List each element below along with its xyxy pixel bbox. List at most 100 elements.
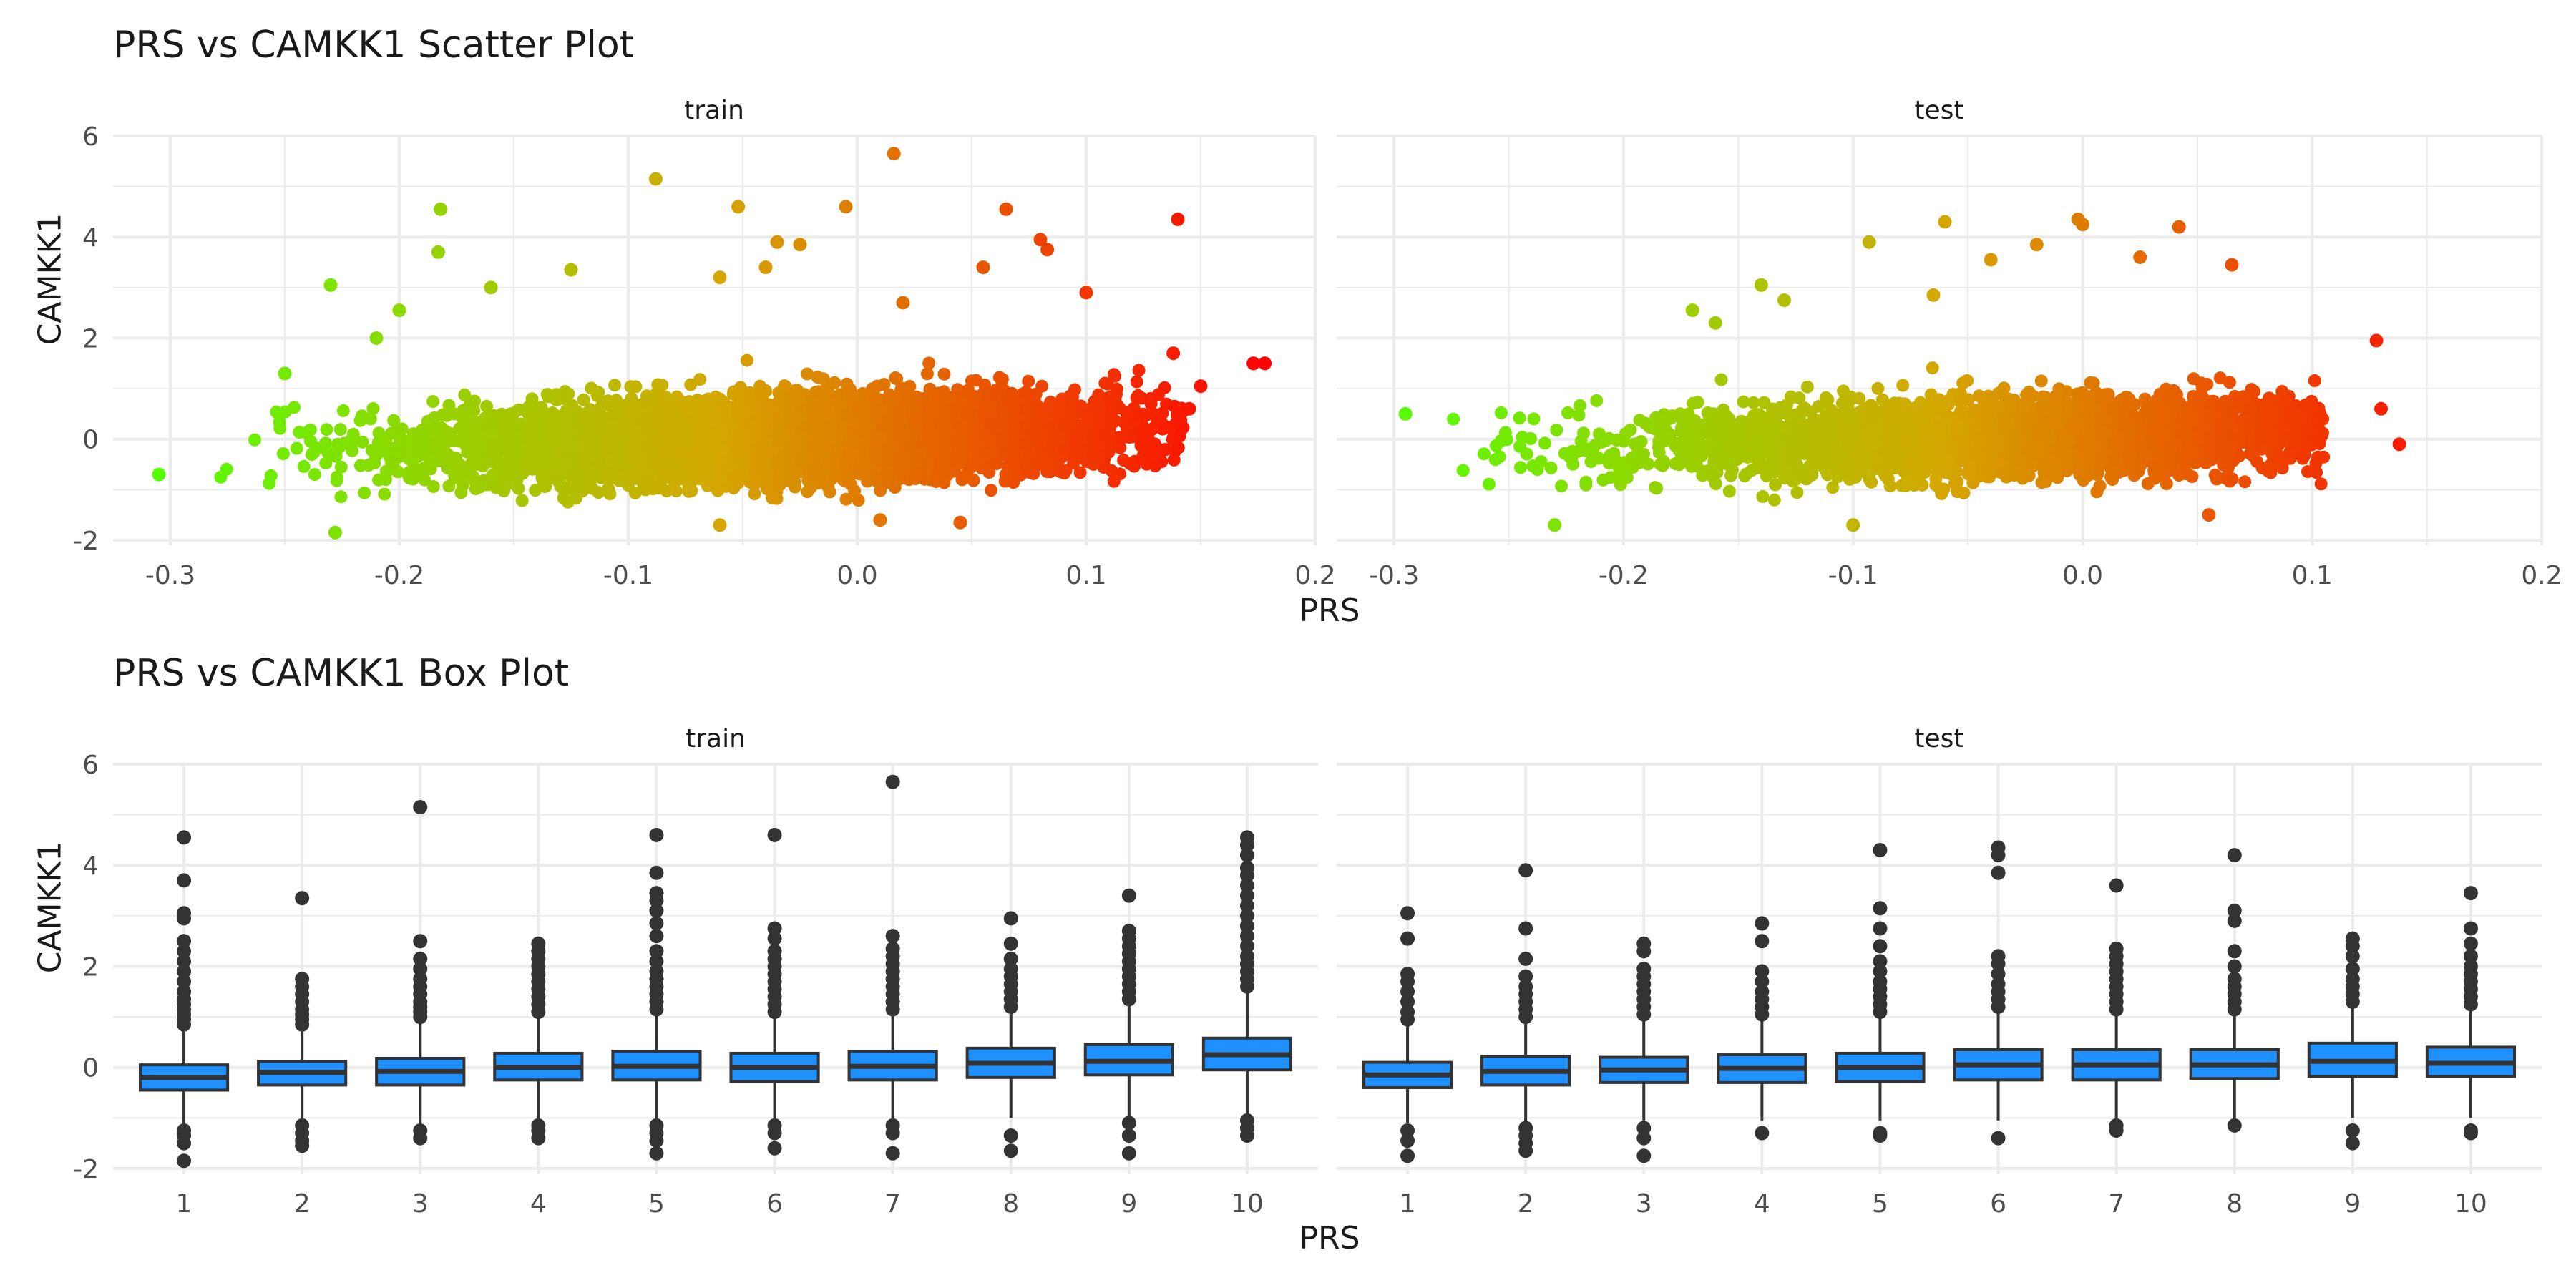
scatter-y-axis-label: CAMKK1 xyxy=(32,213,69,346)
x-tick-label: -0.2 xyxy=(374,561,424,590)
scatter-point xyxy=(817,476,831,489)
scatter-point xyxy=(308,468,321,481)
scatter-point xyxy=(1145,423,1158,436)
scatter-point xyxy=(366,402,380,415)
scatter-point xyxy=(1022,374,1035,388)
y-tick-label: 6 xyxy=(82,122,99,152)
scatter-point xyxy=(1088,394,1101,408)
scatter-point xyxy=(922,356,936,370)
scatter-point xyxy=(766,492,779,504)
y-tick-label: 2 xyxy=(82,324,99,353)
scatter-point xyxy=(628,486,642,499)
scatter-title: PRS vs CAMKK1 Scatter Plot xyxy=(113,24,634,67)
scatter-point xyxy=(290,441,303,455)
x-tick-label: -0.3 xyxy=(145,561,195,590)
scatter-point xyxy=(740,353,753,367)
scatter-point xyxy=(427,411,441,424)
scatter-point xyxy=(822,378,836,391)
scatter-point xyxy=(480,399,494,413)
scatter-point xyxy=(761,399,774,413)
scatter-point xyxy=(937,476,951,489)
scatter-point xyxy=(442,479,456,493)
scatter-point xyxy=(468,394,481,408)
x-tick-label: 0.0 xyxy=(836,561,877,590)
scatter-panels: train-0.3 -0.2 -0.1 0.0 0.1 0.2-20246test-0.3… xyxy=(73,96,2562,590)
scatter-point xyxy=(1073,466,1087,479)
scatter-point xyxy=(608,379,621,392)
scatter-point xyxy=(403,452,416,466)
y-tick-label: 0 xyxy=(82,426,99,455)
scatter-point xyxy=(1160,397,1173,411)
scatter-chart: PRS vs CAMKK1 Scatter Plot CAMKK1 PRS tr… xyxy=(32,24,2562,629)
scatter-point xyxy=(1171,441,1185,454)
scatter-point xyxy=(592,486,605,499)
x-tick-label: 0.1 xyxy=(1065,561,1106,590)
scatter-x-axis-label: PRS xyxy=(1299,592,1360,629)
scatter-point xyxy=(391,465,404,479)
scatter-point xyxy=(880,466,894,479)
scatter-point xyxy=(378,487,391,501)
scatter-point xyxy=(852,494,865,507)
scatter-point xyxy=(889,371,902,384)
scatter-point xyxy=(652,482,665,495)
scatter-point xyxy=(1058,467,1071,480)
scatter-point xyxy=(930,389,943,403)
y-tick-label: 4 xyxy=(82,223,99,253)
scatter-point xyxy=(426,395,440,409)
scatter-point xyxy=(985,484,998,497)
scatter-point xyxy=(603,487,617,501)
scatter-point xyxy=(801,485,814,499)
scatter-point xyxy=(1130,375,1143,389)
scatter-point xyxy=(1073,447,1086,460)
scatter-point xyxy=(1101,377,1114,391)
y-tick-label: -2 xyxy=(73,527,99,556)
scatter-point xyxy=(353,459,367,472)
scatter-point xyxy=(670,484,683,498)
scatter-point xyxy=(319,457,333,470)
scatter-point xyxy=(1119,406,1133,419)
scatter-point xyxy=(248,433,261,447)
scatter-point xyxy=(1105,464,1118,477)
scatter-point xyxy=(937,367,951,381)
scatter-point xyxy=(1040,462,1053,476)
scatter-point xyxy=(998,474,1012,488)
scatter-point xyxy=(319,436,332,450)
scatter-point xyxy=(334,490,348,504)
facet-label-train: train xyxy=(684,96,744,125)
scatter-point xyxy=(336,404,350,417)
scatter-point xyxy=(748,487,761,501)
scatter-point xyxy=(546,461,560,474)
scatter-point xyxy=(214,470,228,484)
x-tick-label: 0.2 xyxy=(1294,561,1335,590)
scatter-point-cloud xyxy=(214,353,1190,509)
scatter-point xyxy=(1068,383,1081,396)
scatter-point xyxy=(727,482,741,494)
scatter-point xyxy=(840,377,854,391)
scatter-point xyxy=(515,494,529,507)
scatter-point xyxy=(811,371,824,384)
scatter-point xyxy=(1130,391,1143,404)
scatter-point xyxy=(512,403,525,416)
scatter-point xyxy=(293,426,306,439)
scatter-point xyxy=(527,401,540,414)
scatter-point xyxy=(839,492,853,506)
scatter-point xyxy=(264,469,278,482)
scatter-point xyxy=(697,465,711,479)
scatter-point xyxy=(441,454,454,468)
x-tick-label: -0.1 xyxy=(603,561,653,590)
scatter-panel-train: train -0.3 -0.2 -0.1 0.0 0.1 0.2 -2 0 2 4 6 xyxy=(73,96,1336,590)
scatter-point xyxy=(372,473,386,487)
scatter-point xyxy=(1148,459,1162,473)
scatter-point xyxy=(458,388,472,401)
scatter-point xyxy=(1176,421,1190,434)
scatter-point xyxy=(442,399,456,412)
scatter-point xyxy=(426,480,440,493)
scatter-point xyxy=(297,459,311,473)
scatter-point xyxy=(693,373,707,386)
scatter-point xyxy=(320,423,333,436)
scatter-point xyxy=(402,466,416,479)
scatter-point xyxy=(343,434,357,448)
scatter-point xyxy=(1010,458,1023,472)
scatter-point xyxy=(372,426,386,440)
